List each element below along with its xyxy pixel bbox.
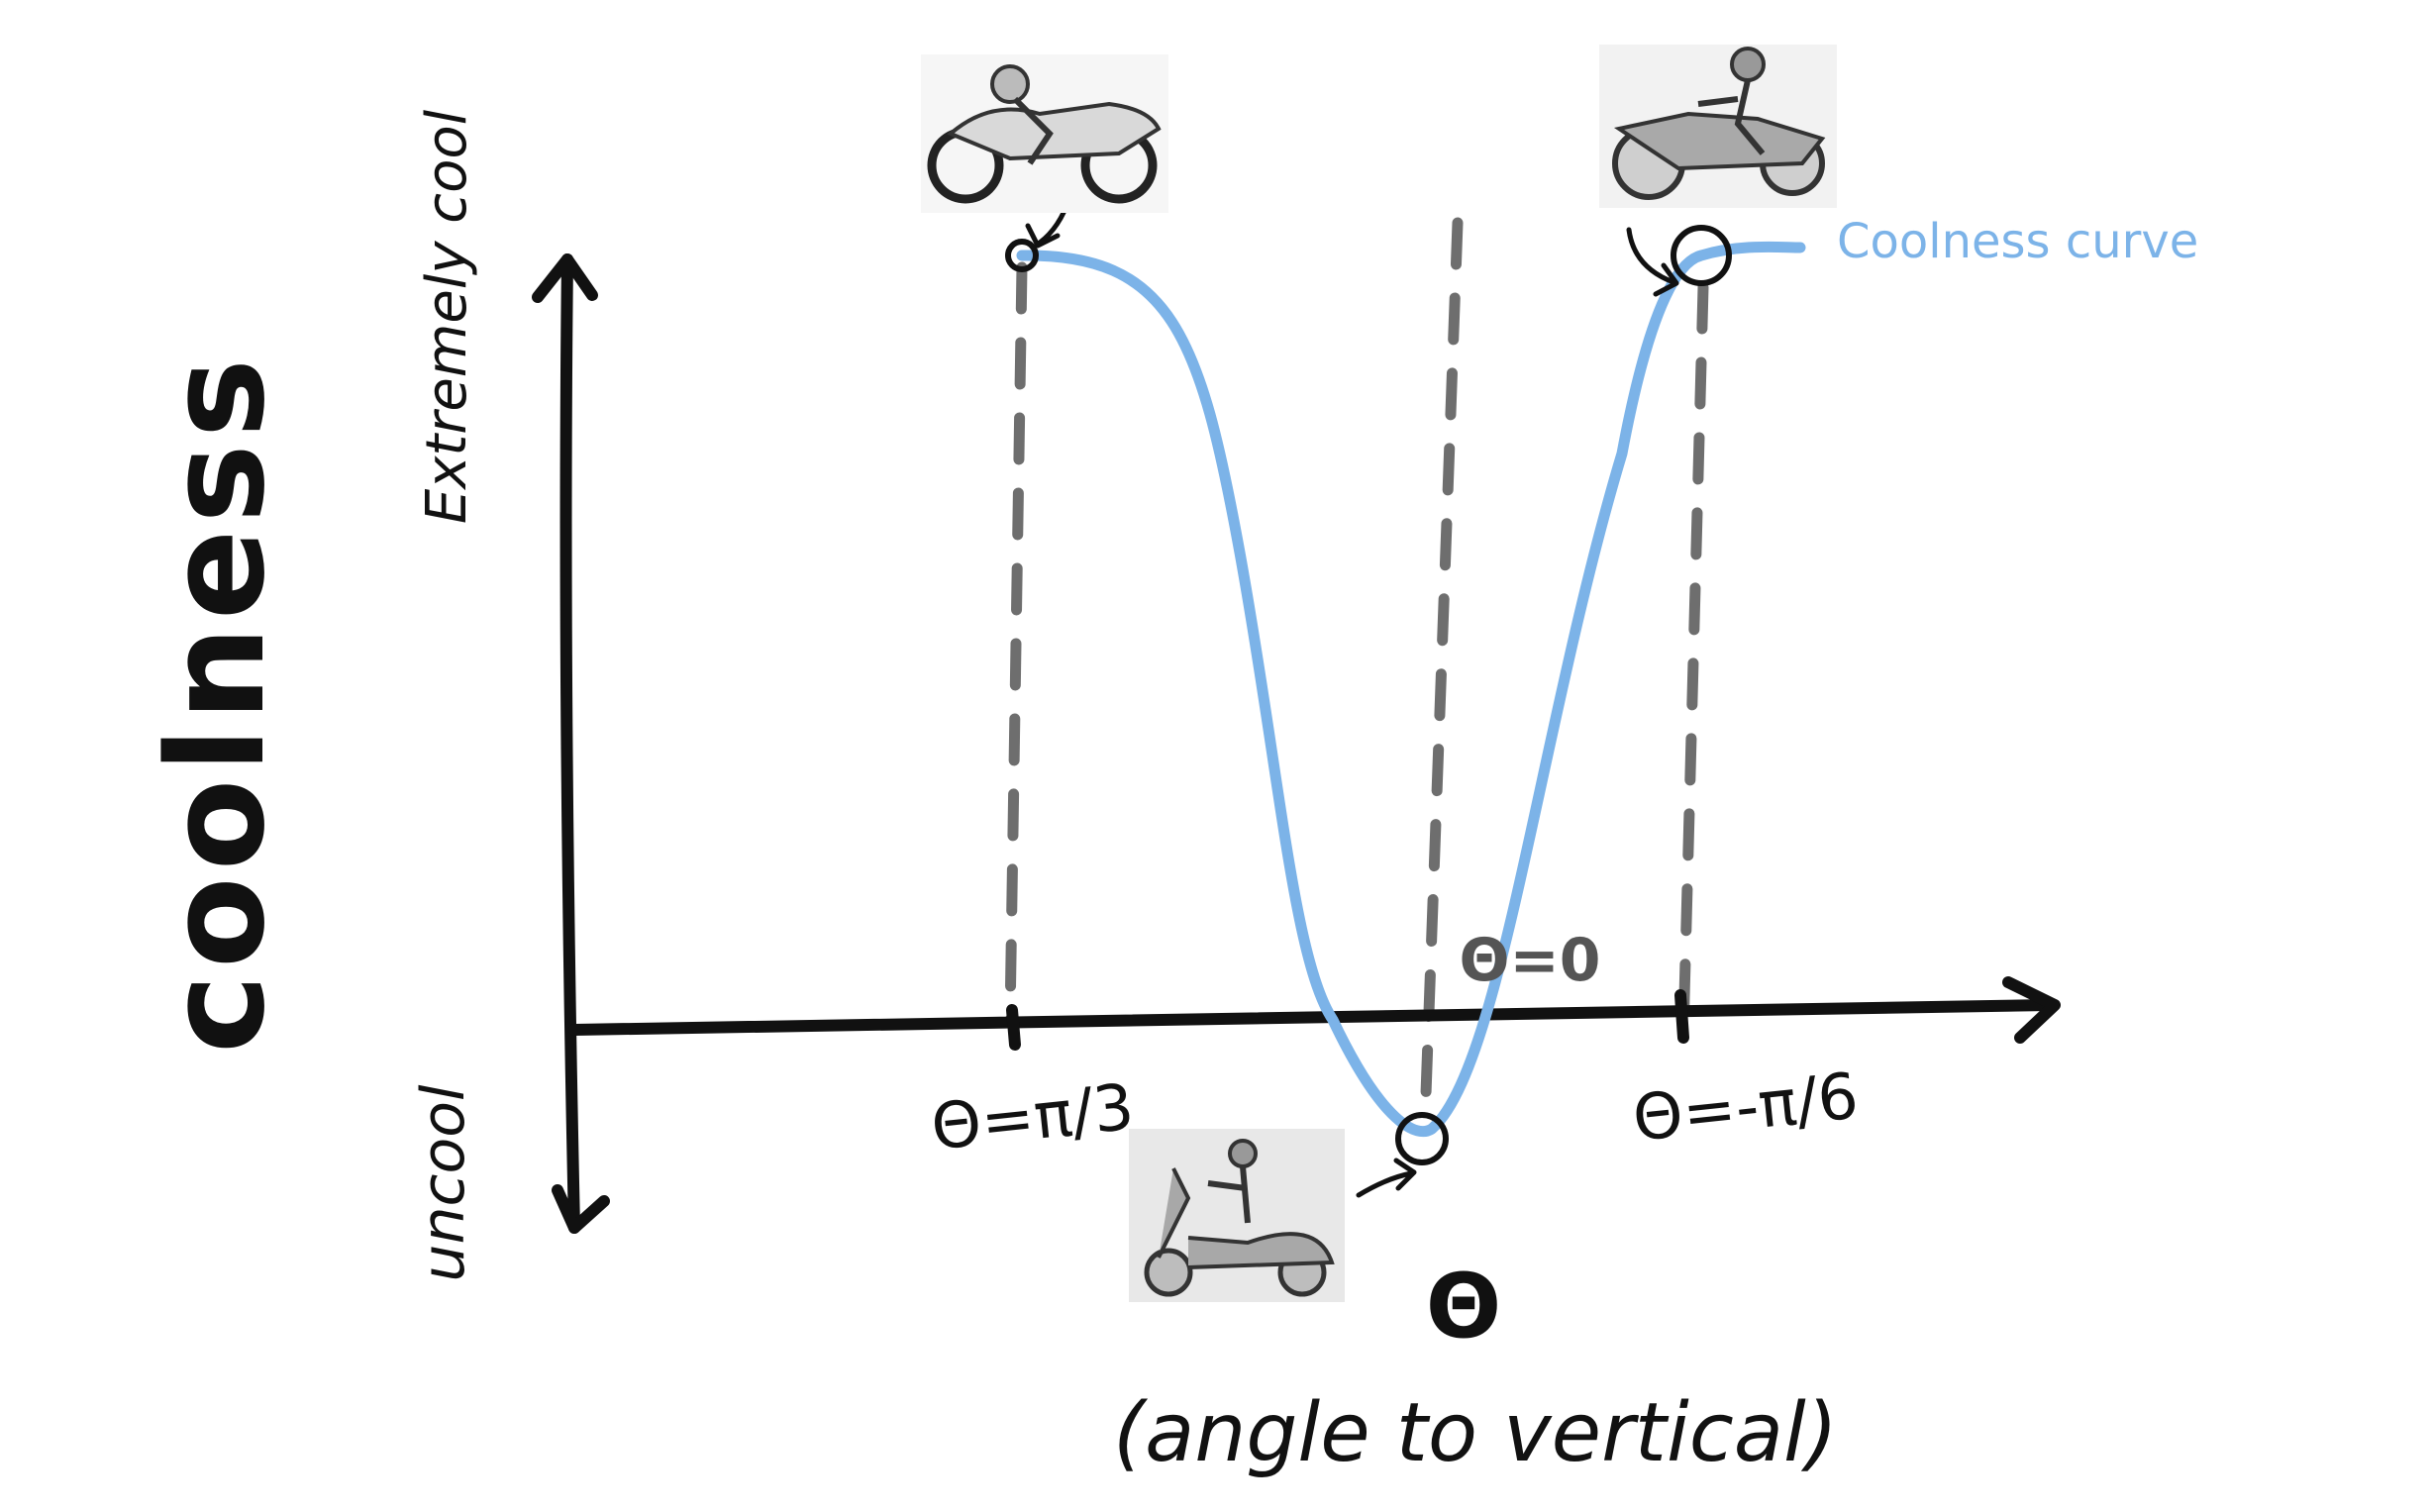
cruiser-motorcycle-icon — [1599, 45, 1837, 208]
pointer-arrow-bottom — [1356, 1158, 1417, 1198]
y-axis — [532, 253, 610, 1234]
guide-line-minus-pi-over-6 — [1677, 281, 1709, 1041]
scooter-icon — [1129, 1129, 1345, 1302]
label-theta-zero: Θ=0 — [1459, 926, 1600, 995]
curve-point-zero — [1395, 1112, 1449, 1165]
pointer-arrow-top-right — [1626, 227, 1679, 297]
x-tick-minus-pi-over-6 — [1674, 989, 1689, 1044]
x-axis-title: Θ — [1426, 1255, 1502, 1359]
label-theta-minus-pi-over-6: Θ=-π/6 — [1630, 1059, 1862, 1156]
x-axis — [568, 976, 2061, 1044]
y-axis-title: coolness — [139, 353, 294, 1054]
label-theta-pi-over-3: Θ=π/3 — [928, 1071, 1137, 1165]
x-axis-subtitle: (angle to vertical) — [1113, 1386, 1838, 1480]
guide-line-pi-over-3 — [1004, 261, 1028, 1026]
y-bottom-label: uncool — [409, 1084, 478, 1281]
curve-point-minus-pi-over-6 — [1671, 225, 1732, 286]
curve-point-pi-over-3 — [1005, 239, 1039, 272]
sport-motorcycle-icon — [921, 54, 1168, 213]
series-label-coolness-curve: Coolness curve — [1837, 214, 2198, 269]
y-top-label: Extremely cool — [415, 109, 479, 524]
x-tick-pi-over-3 — [1006, 1004, 1021, 1051]
guide-line-zero — [1420, 217, 1464, 1100]
